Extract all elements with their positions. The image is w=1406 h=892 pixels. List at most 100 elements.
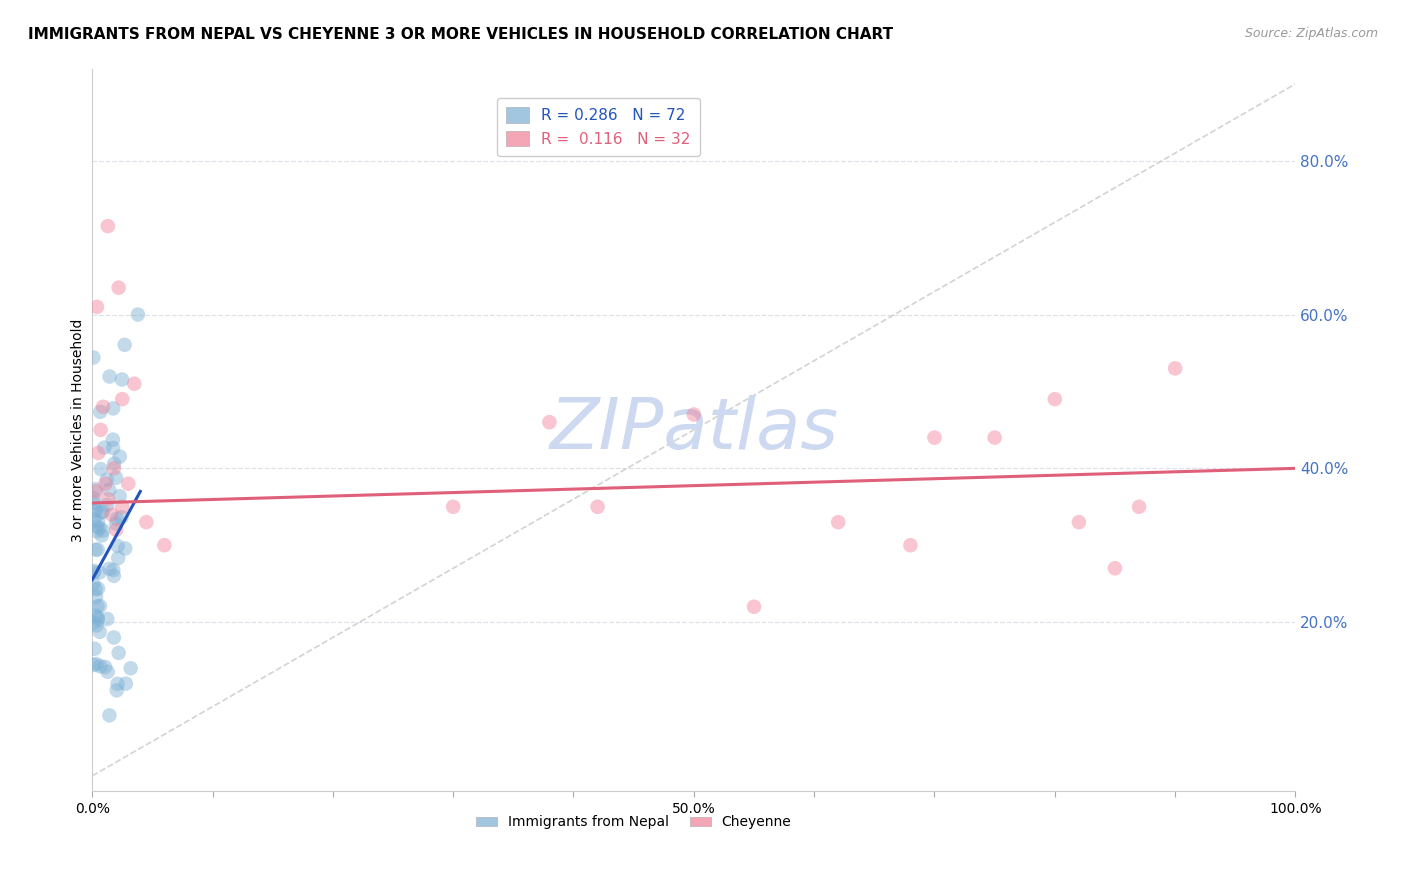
Point: [96, 473, 118, 487]
Point: [91, 400, 114, 414]
Point: [96, 498, 118, 512]
Point: [83, 512, 105, 526]
Point: [115, 676, 138, 690]
Point: [94, 476, 117, 491]
Y-axis label: 3 or more Vehicles in Household: 3 or more Vehicles in Household: [72, 318, 86, 541]
Point: [103, 461, 125, 475]
Point: [1067, 515, 1090, 529]
Point: [90, 528, 112, 542]
Point: [105, 512, 128, 526]
Point: [97, 219, 120, 234]
Point: [82, 491, 104, 505]
Point: [108, 450, 131, 464]
Point: [103, 563, 125, 577]
Point: [82, 351, 104, 365]
Point: [84, 484, 107, 499]
Point: [105, 683, 128, 698]
Point: [924, 431, 946, 445]
Point: [1164, 361, 1187, 376]
Point: [84, 608, 107, 623]
Point: [83, 564, 105, 578]
Point: [84, 542, 107, 557]
Point: [89, 659, 111, 673]
Point: [124, 376, 146, 391]
Point: [83, 641, 105, 656]
Point: [111, 372, 134, 386]
Point: [103, 631, 125, 645]
Point: [90, 462, 112, 476]
Point: [84, 503, 107, 517]
Point: [98, 369, 121, 384]
Point: [87, 542, 110, 557]
Point: [538, 415, 561, 429]
Point: [93, 441, 115, 455]
Point: [91, 524, 114, 538]
Point: [87, 613, 110, 627]
Point: [97, 492, 120, 507]
Point: [84, 482, 107, 496]
Text: IMMIGRANTS FROM NEPAL VS CHEYENNE 3 OR MORE VEHICLES IN HOUSEHOLD CORRELATION CH: IMMIGRANTS FROM NEPAL VS CHEYENNE 3 OR M…: [28, 27, 893, 42]
Point: [84, 657, 107, 671]
Point: [100, 508, 122, 522]
Point: [114, 338, 136, 352]
Point: [153, 538, 176, 552]
Point: [90, 423, 112, 437]
Point: [101, 433, 124, 447]
Point: [89, 599, 111, 613]
Point: [82, 576, 104, 591]
Point: [83, 658, 105, 673]
Point: [86, 524, 108, 539]
Point: [114, 541, 136, 556]
Point: [107, 551, 129, 566]
Point: [127, 308, 149, 322]
Point: [101, 441, 124, 455]
Point: [107, 539, 129, 553]
Point: [983, 431, 1005, 445]
Point: [682, 408, 704, 422]
Point: [900, 538, 922, 552]
Point: [107, 646, 129, 660]
Point: [89, 405, 111, 419]
Point: [83, 615, 105, 630]
Point: [105, 523, 128, 537]
Point: [90, 506, 112, 520]
Point: [86, 519, 108, 533]
Point: [89, 624, 111, 639]
Point: [135, 515, 157, 529]
Point: [89, 521, 111, 535]
Point: [91, 505, 114, 519]
Point: [87, 515, 110, 529]
Point: [107, 677, 129, 691]
Point: [87, 446, 110, 460]
Point: [117, 476, 139, 491]
Legend: Immigrants from Nepal, Cheyenne: Immigrants from Nepal, Cheyenne: [471, 810, 797, 835]
Point: [107, 280, 129, 294]
Point: [83, 496, 105, 510]
Point: [120, 661, 142, 675]
Point: [89, 566, 111, 580]
Point: [98, 562, 121, 576]
Point: [96, 612, 118, 626]
Point: [86, 300, 108, 314]
Point: [103, 457, 125, 471]
Point: [1128, 500, 1150, 514]
Point: [87, 582, 110, 596]
Point: [586, 500, 609, 514]
Point: [1104, 561, 1126, 575]
Point: [101, 401, 124, 416]
Point: [84, 590, 107, 604]
Point: [84, 582, 107, 597]
Text: Source: ZipAtlas.com: Source: ZipAtlas.com: [1244, 27, 1378, 40]
Point: [742, 599, 765, 614]
Point: [105, 516, 128, 531]
Point: [111, 500, 134, 514]
Point: [97, 665, 120, 679]
Point: [86, 610, 108, 624]
Point: [83, 566, 105, 580]
Point: [108, 489, 131, 503]
Point: [98, 708, 121, 723]
Point: [827, 515, 849, 529]
Point: [86, 618, 108, 632]
Point: [103, 569, 125, 583]
Point: [111, 392, 134, 406]
